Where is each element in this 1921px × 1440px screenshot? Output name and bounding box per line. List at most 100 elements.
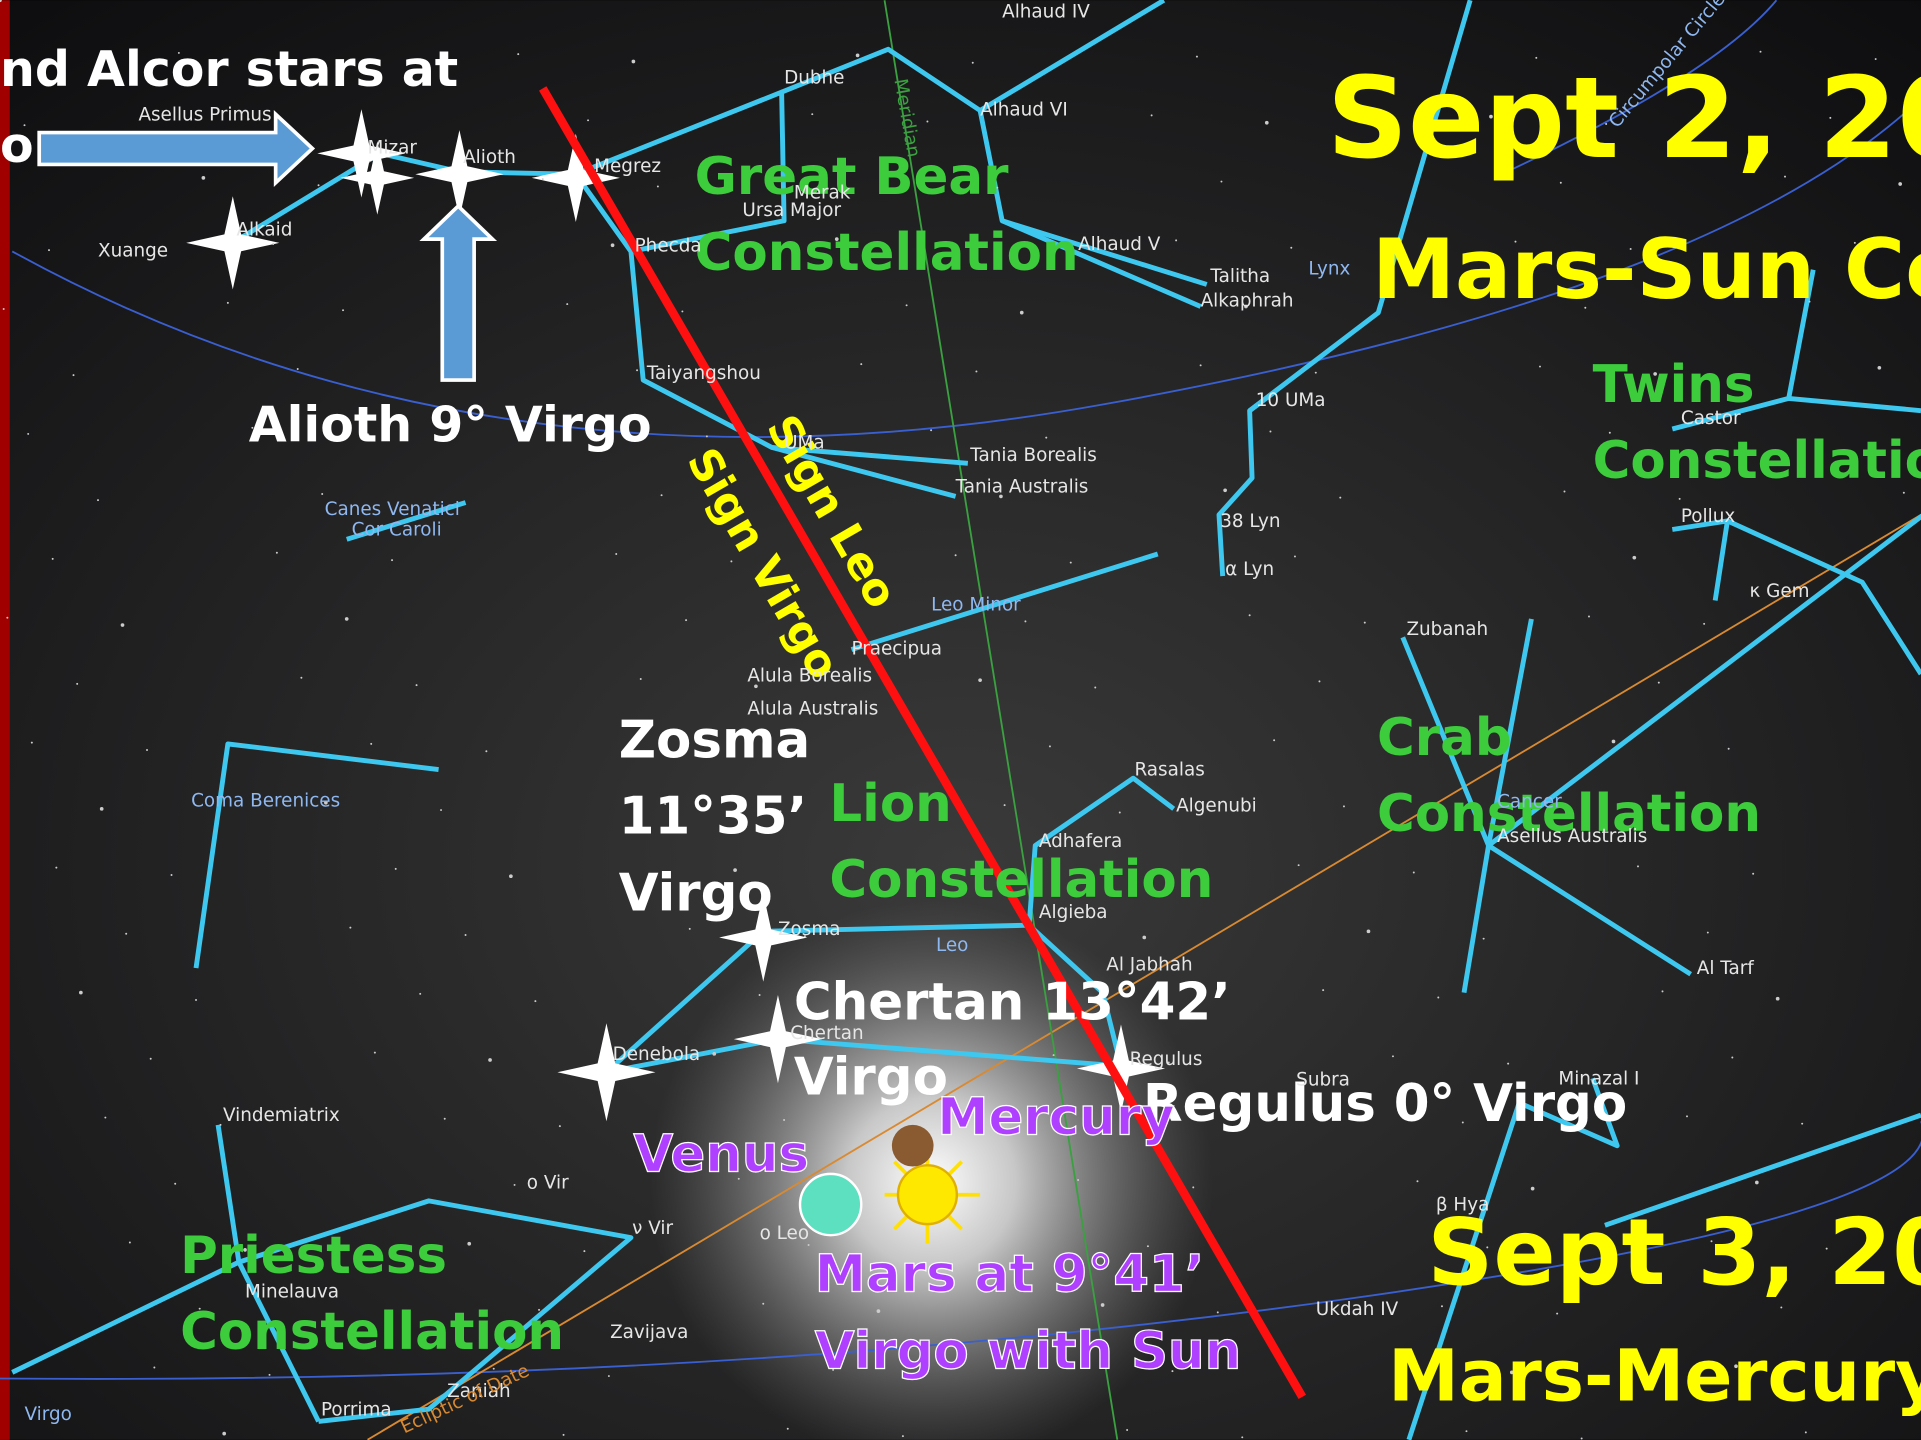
background-star xyxy=(762,1303,764,1305)
star-label: Denebola xyxy=(613,1044,701,1065)
annotation: Virgo xyxy=(619,864,773,924)
annotation: Constellation xyxy=(695,223,1079,283)
star-label: Minazal I xyxy=(1558,1068,1639,1089)
background-star xyxy=(1053,1054,1055,1056)
star-label: Tania Borealis xyxy=(969,445,1097,466)
annotation: Constellation xyxy=(1593,431,1921,491)
background-star xyxy=(1752,873,1754,875)
background-star xyxy=(877,1309,881,1313)
annotation: Virgo with Sun xyxy=(815,1322,1242,1382)
background-star xyxy=(1556,1313,1558,1315)
background-star xyxy=(100,807,104,811)
background-star xyxy=(3,308,5,310)
star-label: Castor xyxy=(1681,408,1741,429)
background-star xyxy=(1539,366,1541,368)
star-label: Dubhe xyxy=(784,68,844,89)
star-label: Subra xyxy=(1296,1070,1350,1091)
star-label: Phecda xyxy=(635,235,702,256)
background-star xyxy=(1612,740,1616,744)
background-star xyxy=(27,433,29,435)
annotation: Lion xyxy=(829,774,951,834)
background-star xyxy=(759,994,761,996)
background-star xyxy=(48,249,50,251)
background-star xyxy=(1903,492,1905,494)
star-label: Leo Minor xyxy=(931,594,1021,615)
background-star xyxy=(902,1435,904,1437)
star-label: ο Leo xyxy=(760,1223,810,1244)
star-label: Algenubi xyxy=(1176,795,1257,816)
background-star xyxy=(1801,1123,1803,1125)
background-star xyxy=(97,499,99,501)
background-star xyxy=(542,178,544,180)
star-label: Adhafera xyxy=(1039,831,1122,852)
background-star xyxy=(174,1183,176,1185)
background-star xyxy=(1392,1055,1394,1057)
background-star xyxy=(1780,1306,1782,1308)
background-star xyxy=(195,999,197,1001)
background-star xyxy=(79,991,83,995)
background-star xyxy=(465,934,467,936)
background-star xyxy=(509,874,513,878)
background-star xyxy=(559,1125,561,1127)
background-star xyxy=(419,993,421,995)
background-star xyxy=(1507,1063,1509,1065)
background-star xyxy=(1416,1180,1418,1182)
background-star xyxy=(374,1052,376,1054)
star-label: Lynx xyxy=(1308,259,1350,280)
star-label: Porrima xyxy=(321,1399,392,1420)
background-star xyxy=(6,617,8,619)
annotation: Great Bear xyxy=(695,147,1009,207)
annotation: Constellation xyxy=(829,850,1213,910)
star-label: Mizar xyxy=(368,137,418,158)
background-star xyxy=(783,1119,785,1121)
star-label: Virgo xyxy=(25,1404,72,1425)
background-star xyxy=(930,429,932,431)
background-star xyxy=(860,363,862,365)
star-label: Zosma xyxy=(778,919,841,940)
star-label: Asellus Australis xyxy=(1497,826,1647,847)
star-label: Taiyangshou xyxy=(646,363,761,384)
annotation: Mars at 9°41’ xyxy=(815,1245,1205,1305)
background-star xyxy=(534,1000,536,1002)
star-label: Rasalas xyxy=(1134,760,1204,781)
background-star xyxy=(1686,1115,1688,1117)
background-star xyxy=(1658,682,1660,684)
background-star xyxy=(153,1366,155,1368)
background-star xyxy=(566,303,568,305)
background-star xyxy=(121,623,125,627)
background-star xyxy=(1070,562,1072,564)
background-star xyxy=(1339,497,1341,499)
background-star xyxy=(1318,680,1320,682)
star-label: Coma Berenices xyxy=(191,790,340,811)
background-star xyxy=(416,684,418,686)
star-label: Leo xyxy=(936,935,968,956)
background-star xyxy=(220,1124,222,1126)
background-star xyxy=(1192,1186,1194,1188)
sky-chart: nd Alcor stars atoAlioth 9° VirgoSept 2,… xyxy=(0,0,1921,1440)
annotation: Virgo xyxy=(794,1047,948,1107)
star-label: Alkaphrah xyxy=(1201,291,1294,312)
background-star xyxy=(73,374,75,376)
background-star xyxy=(1728,748,1730,750)
annotation: Mars-Sun Co xyxy=(1372,221,1921,318)
annotation: Sept 3, 20 xyxy=(1427,1199,1921,1306)
background-star xyxy=(712,1052,716,1056)
background-star xyxy=(444,1118,446,1120)
star-label: Algieba xyxy=(1039,902,1108,923)
star-label: α Lyn xyxy=(1225,559,1274,580)
background-star xyxy=(1483,938,1485,940)
background-star xyxy=(1265,121,1269,125)
background-star xyxy=(222,1432,226,1436)
background-star xyxy=(1588,615,1590,617)
background-star xyxy=(787,1428,789,1430)
background-star xyxy=(1175,239,1177,241)
background-star xyxy=(517,53,519,55)
star-label: Xuange xyxy=(98,240,168,261)
background-star xyxy=(171,874,173,876)
background-star xyxy=(1707,932,1709,934)
background-star xyxy=(272,243,274,245)
background-star xyxy=(1315,372,1317,374)
background-star xyxy=(1077,1179,1079,1181)
background-star xyxy=(808,1244,810,1246)
background-star xyxy=(636,369,638,371)
